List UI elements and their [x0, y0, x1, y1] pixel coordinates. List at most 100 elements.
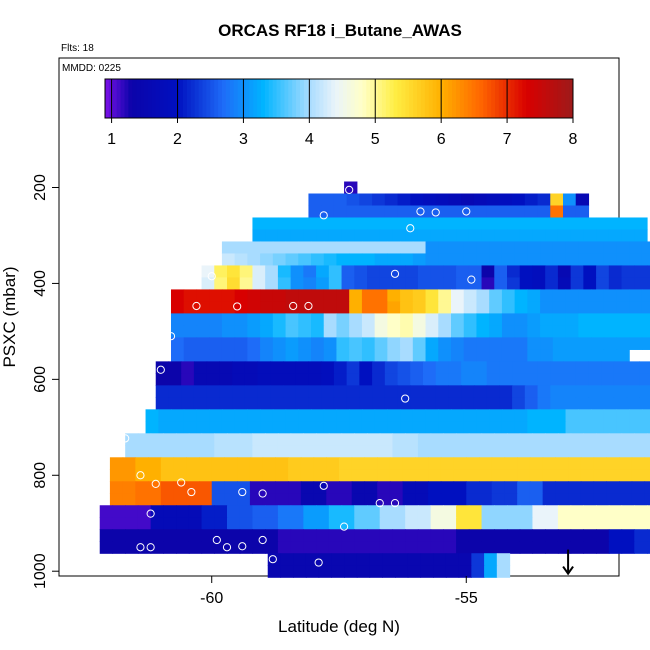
heatmap-cell	[372, 373, 386, 386]
heatmap-cell	[303, 217, 317, 231]
heatmap-cell	[473, 385, 488, 398]
heatmap-cell	[272, 241, 287, 255]
colorbar-tick-label: 3	[239, 131, 248, 148]
heatmap-cell	[451, 301, 465, 314]
heatmap-cell	[109, 469, 124, 482]
heatmap-cell	[608, 217, 623, 231]
heatmap-cell	[417, 277, 432, 291]
heatmap-cell	[608, 505, 623, 518]
sample-point	[166, 332, 176, 341]
heatmap-cell	[557, 433, 572, 446]
colorbar-segment	[229, 79, 235, 118]
heatmap-cell	[557, 505, 572, 518]
heatmap-cell	[552, 421, 567, 434]
heatmap-cell	[565, 421, 579, 434]
heatmap-cell	[479, 469, 493, 482]
heatmap-cell	[532, 265, 546, 279]
heatmap-cell	[387, 421, 401, 434]
heatmap-cell	[616, 253, 630, 267]
heatmap-cell	[341, 433, 355, 446]
heatmap-cell	[415, 481, 429, 494]
heatmap-cell	[631, 481, 646, 494]
heatmap-cell	[283, 385, 297, 398]
heatmap-cell	[639, 361, 650, 374]
heatmap-cell	[471, 565, 485, 578]
heatmap-cell	[583, 529, 597, 542]
colorbar-segment	[303, 79, 309, 118]
heatmap-cell	[532, 277, 546, 291]
heatmap-cell	[135, 457, 149, 470]
heatmap-cell	[285, 241, 299, 255]
heatmap-cell	[563, 205, 577, 219]
heatmap-cell	[265, 529, 279, 542]
heatmap-cell	[405, 517, 419, 530]
heatmap-cell	[186, 481, 200, 494]
heatmap-cell	[341, 217, 355, 231]
heatmap-cell	[512, 373, 526, 386]
heatmap-cell	[468, 541, 483, 554]
heatmap-cell	[354, 265, 368, 279]
heatmap-cell	[313, 493, 327, 506]
heatmap-cell	[504, 469, 518, 482]
heatmap-cell	[545, 265, 559, 279]
heatmap-cell	[463, 337, 478, 350]
heatmap-cell	[524, 397, 539, 410]
heatmap-cell	[468, 217, 483, 231]
heatmap-cell	[463, 241, 478, 255]
heatmap-cell	[183, 313, 198, 326]
heatmap-cell	[247, 289, 261, 303]
heatmap-cell	[578, 409, 592, 422]
heatmap-cell	[435, 385, 450, 398]
heatmap-cell	[557, 529, 572, 542]
heatmap-cell	[336, 325, 350, 338]
heatmap-cell	[387, 337, 401, 350]
heatmap-cell	[252, 265, 266, 279]
heatmap-cell	[354, 433, 368, 446]
heatmap-cell	[163, 541, 177, 554]
heatmap-cell	[494, 217, 508, 231]
heatmap-cell	[463, 253, 478, 267]
heatmap-cell	[158, 409, 172, 422]
heatmap-cell	[430, 217, 444, 231]
heatmap-cell	[621, 529, 635, 542]
heatmap-cell	[601, 397, 615, 410]
heatmap-cell	[298, 253, 312, 267]
heatmap-cell	[545, 229, 559, 243]
colorbar-segment	[112, 79, 118, 118]
heatmap-cell	[578, 421, 592, 434]
heatmap-cell	[260, 289, 274, 303]
heatmap-cell	[188, 541, 203, 554]
colorbar-segment	[116, 79, 122, 118]
heatmap-cell	[290, 433, 304, 446]
heatmap-cell	[395, 565, 409, 578]
heatmap-cell	[489, 421, 503, 434]
colorbar-segment	[479, 79, 484, 118]
sample-point	[319, 481, 328, 490]
heatmap-cell	[540, 409, 554, 422]
heatmap-cell	[423, 397, 437, 410]
heatmap-cell	[219, 373, 233, 386]
colorbar-segment	[354, 79, 359, 118]
heatmap-cell	[519, 229, 534, 243]
heatmap-cell	[290, 529, 304, 542]
heatmap-cell	[333, 205, 348, 219]
y-tick-label: 200	[32, 174, 49, 201]
heatmap-cell	[583, 517, 597, 530]
heatmap-cell	[234, 349, 248, 362]
heatmap-cell	[481, 445, 495, 458]
heatmap-cell	[641, 301, 650, 314]
heatmap-cell	[295, 385, 310, 398]
heatmap-cell	[379, 529, 394, 542]
heatmap-cell	[239, 505, 254, 518]
heatmap-cell	[239, 445, 254, 458]
heatmap-cell	[603, 289, 618, 303]
colorbar-segment	[202, 79, 207, 118]
heatmap-cell	[219, 397, 233, 410]
heatmap-cell	[364, 493, 378, 506]
heatmap-cell	[336, 253, 350, 267]
heatmap-cell	[451, 349, 465, 362]
heatmap-cell	[298, 421, 312, 434]
heatmap-cell	[540, 289, 554, 303]
heatmap-cell	[570, 229, 584, 243]
heatmap-cell	[537, 193, 551, 207]
